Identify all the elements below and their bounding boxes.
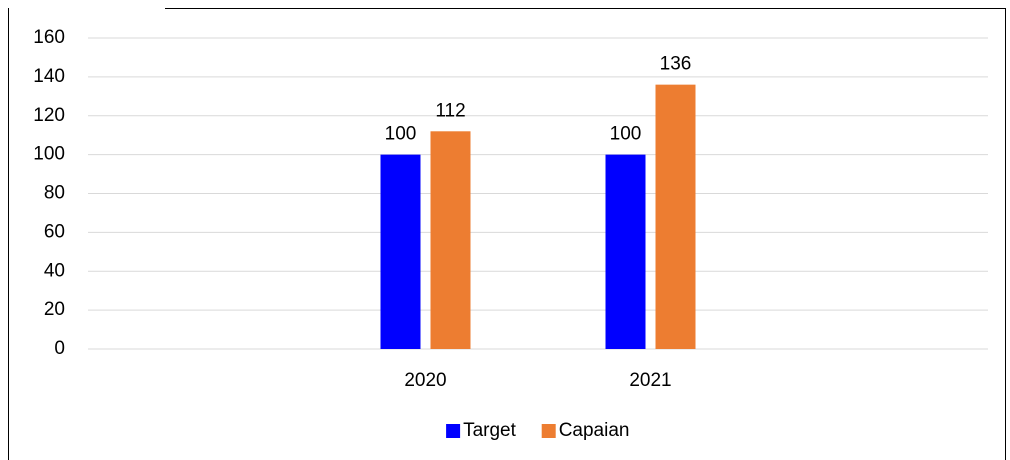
data-label: 100 <box>385 124 417 145</box>
legend-swatch <box>541 424 556 438</box>
data-label: 112 <box>435 100 465 121</box>
bar <box>380 154 421 349</box>
y-tick-label: 160 <box>33 27 65 48</box>
y-tick-label: 40 <box>44 260 65 281</box>
data-label: 136 <box>660 54 692 75</box>
data-label: 100 <box>610 124 642 145</box>
y-tick-label: 140 <box>33 66 65 87</box>
bar <box>655 84 696 350</box>
x-tick-label: 2020 <box>404 370 446 391</box>
bar <box>430 131 471 349</box>
y-tick-label: 80 <box>44 183 65 204</box>
y-tick-label: 20 <box>44 299 65 320</box>
legend-swatch <box>446 424 461 438</box>
legend-label: Target <box>463 420 517 441</box>
y-tick-label: 100 <box>33 144 65 165</box>
legend-label: Capaian <box>559 420 630 441</box>
y-tick-label: 60 <box>44 221 65 242</box>
bar <box>605 154 646 349</box>
y-tick-label: 120 <box>33 105 65 126</box>
y-tick-label: 0 <box>54 338 65 359</box>
x-tick-label: 2021 <box>629 370 671 391</box>
